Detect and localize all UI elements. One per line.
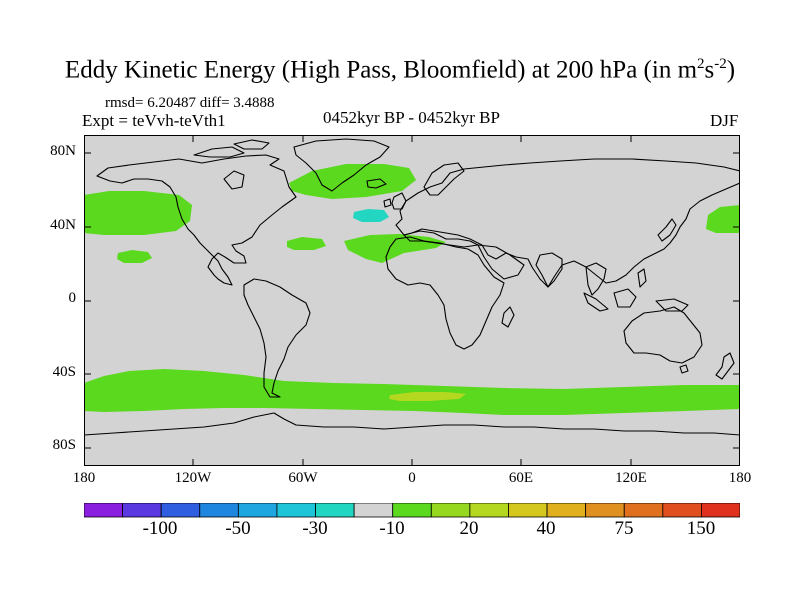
lat-tick-label: 80S xyxy=(52,437,76,453)
coast-tasmania xyxy=(679,364,689,374)
coast-madagascar xyxy=(501,306,515,328)
coast-arabia xyxy=(477,244,525,280)
colorbar-box xyxy=(430,503,471,518)
coast-antarctica xyxy=(84,412,740,436)
lon-tick-label: 120W xyxy=(174,470,212,486)
lon-tick-label: 120E xyxy=(615,470,647,486)
coast-britain xyxy=(391,192,407,210)
contour-north-pacific-west xyxy=(84,191,192,235)
colorbar xyxy=(84,503,740,518)
coast-australia xyxy=(623,306,703,364)
coast-hudson-bay xyxy=(223,170,245,190)
lat-tick-label: 0 xyxy=(68,290,77,306)
coast-greenland xyxy=(293,138,390,192)
colorbar-label: -10 xyxy=(379,518,405,539)
contour-southern-ocean-high xyxy=(389,392,466,401)
colorbar-box xyxy=(160,503,201,518)
contour-subtropical-atlantic-west xyxy=(287,237,326,250)
coast-south-america xyxy=(243,278,311,398)
colorbar-label: -50 xyxy=(225,518,251,539)
coast-africa xyxy=(385,236,505,350)
colorbar-label: 40 xyxy=(536,518,556,539)
colorbar-box xyxy=(585,503,625,518)
contour-north-atlantic xyxy=(289,164,416,199)
colorbar-box xyxy=(84,503,123,518)
coast-scandinavia xyxy=(423,162,465,196)
colorbar-box xyxy=(662,503,702,518)
colorbar-box xyxy=(546,503,587,518)
colorbar-label: 150 xyxy=(686,518,716,539)
coast-ireland xyxy=(383,198,392,208)
colorbar-box xyxy=(237,503,278,518)
period-label: 0452kyr BP - 0452kyr BP xyxy=(323,108,500,127)
colorbar-box xyxy=(623,503,664,518)
contour-north-pacific-east xyxy=(706,205,740,233)
coast-north-america xyxy=(96,154,297,286)
coast-japan xyxy=(657,218,677,242)
lat-tick-label: 40N xyxy=(50,217,76,233)
lat-tick-label: 40S xyxy=(52,364,76,380)
map-background xyxy=(84,135,740,466)
lat-tick-label: 80N xyxy=(50,143,76,159)
contour-fills xyxy=(84,164,740,415)
lon-tick-label: 180 xyxy=(72,470,96,486)
world-map xyxy=(84,135,740,466)
contour-negative-atlantic xyxy=(353,209,389,222)
coast-europe xyxy=(395,158,740,288)
experiment-label: Expt = teVvh-teVth1 xyxy=(82,111,226,130)
colorbar-box xyxy=(315,503,355,518)
coast-india xyxy=(535,252,563,288)
lon-tick-label: 60E xyxy=(508,470,534,486)
colorbar-label: 20 xyxy=(459,518,479,539)
colorbar-box xyxy=(199,503,239,518)
lon-tick-label: 0 xyxy=(408,470,416,486)
coast-borneo xyxy=(613,288,637,308)
lon-tick-label: 60W xyxy=(288,470,318,486)
colorbar-box xyxy=(276,503,316,518)
colorbar-box xyxy=(122,503,162,518)
coast-arctic-islands-2 xyxy=(233,139,270,150)
colorbar-box xyxy=(469,503,509,518)
contour-subtropical-pacific xyxy=(117,250,152,263)
coast-indochina xyxy=(585,262,607,296)
coast-iceland xyxy=(366,178,387,189)
stats-label: rmsd= 6.20487 diff= 3.4888 xyxy=(105,95,275,111)
colorbar-box xyxy=(353,503,394,518)
coast-arctic-islands-1 xyxy=(193,146,245,158)
colorbar-label: 75 xyxy=(614,518,634,539)
colorbar-label: -30 xyxy=(302,518,328,539)
colorbar-box xyxy=(701,503,740,518)
colorbar-label: -100 xyxy=(142,518,178,539)
coastlines xyxy=(84,138,740,436)
coast-new-zealand xyxy=(715,352,735,380)
lon-tick-label: 180 xyxy=(728,470,752,486)
plot-title: Eddy Kinetic Energy (High Pass, Bloomfie… xyxy=(64,56,736,84)
coast-sumatra xyxy=(583,292,609,312)
season-label: DJF xyxy=(710,111,739,130)
colorbar-box xyxy=(508,503,548,518)
colorbar-box xyxy=(392,503,432,518)
ticks xyxy=(84,135,740,466)
coast-philippines xyxy=(637,268,647,288)
contour-southern-ocean xyxy=(84,369,740,415)
